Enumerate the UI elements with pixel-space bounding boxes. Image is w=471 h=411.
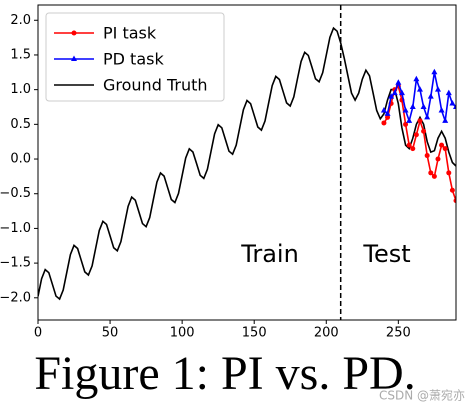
point <box>413 75 420 82</box>
point <box>385 114 391 120</box>
legend-label: PI task <box>103 24 157 43</box>
x-tick-label: 50 <box>102 326 119 341</box>
point <box>453 198 456 204</box>
y-tick-label: −1.5 <box>0 256 31 271</box>
point <box>416 86 423 92</box>
legend-label: Ground Truth <box>103 76 208 95</box>
y-tick-label: 1.5 <box>10 47 31 62</box>
x-tick-label: 0 <box>34 326 42 341</box>
x-tick-label: 250 <box>386 326 411 341</box>
legend-marker <box>71 55 77 61</box>
series-line <box>38 26 456 301</box>
annotation: Test <box>362 240 410 268</box>
point <box>410 146 416 152</box>
x-tick-label: 200 <box>314 326 339 341</box>
watermark: CSDN @萧宛亦 <box>379 388 465 403</box>
point <box>403 121 409 127</box>
point <box>439 142 445 148</box>
point <box>449 187 455 193</box>
point <box>391 89 398 96</box>
point <box>380 106 387 113</box>
point <box>398 89 405 96</box>
y-tick-label: 2.0 <box>10 13 31 28</box>
caption: Figure 1: PI vs. PD. <box>34 347 415 400</box>
point <box>445 89 452 96</box>
y-tick-label: 0.5 <box>10 117 31 132</box>
point <box>395 79 402 85</box>
y-tick-label: 0.0 <box>10 152 31 167</box>
x-tick-label: 150 <box>242 326 267 341</box>
point <box>434 86 441 92</box>
legend-label: PD task <box>103 50 164 69</box>
point <box>420 103 427 109</box>
y-tick-label: −2.0 <box>0 290 31 305</box>
point <box>417 118 423 124</box>
point <box>402 106 409 113</box>
point <box>427 93 434 99</box>
point <box>438 106 445 113</box>
point <box>428 170 434 176</box>
y-tick-label: −0.5 <box>0 186 31 201</box>
point <box>388 93 395 99</box>
point <box>435 156 441 162</box>
point <box>442 117 449 123</box>
x-tick-label: 100 <box>170 326 195 341</box>
point <box>421 128 427 134</box>
point <box>424 153 430 159</box>
point <box>449 100 456 106</box>
point <box>431 173 437 179</box>
annotation: Train <box>240 240 299 268</box>
point <box>431 68 438 75</box>
point <box>409 103 416 109</box>
y-tick-label: 1.0 <box>10 82 31 97</box>
plot-frame <box>37 4 457 321</box>
legend-box <box>45 12 225 102</box>
point <box>424 113 431 120</box>
legend-marker <box>71 30 77 36</box>
point <box>453 103 456 109</box>
point <box>446 170 452 176</box>
point <box>413 132 419 138</box>
point <box>381 120 387 126</box>
point <box>384 110 391 116</box>
plot-area <box>38 5 456 320</box>
point <box>406 117 413 123</box>
point <box>442 146 448 152</box>
y-tick-label: −1.0 <box>0 221 31 236</box>
point <box>406 142 412 148</box>
